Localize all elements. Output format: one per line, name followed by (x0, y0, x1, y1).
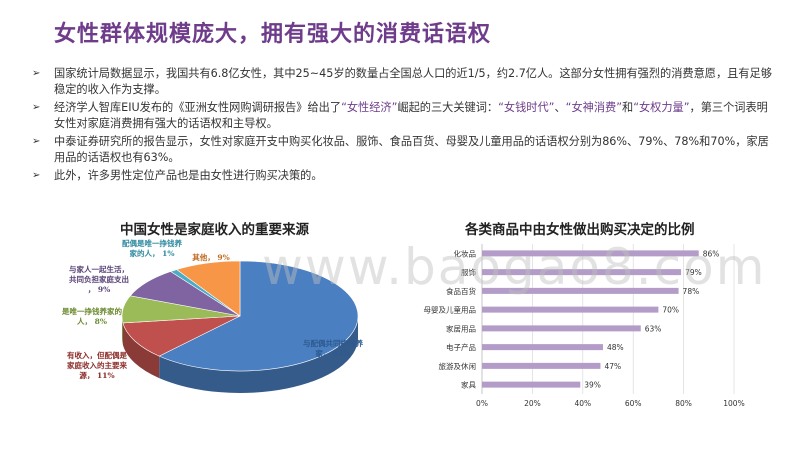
arrow-bullet-icon: ➢ (32, 102, 41, 113)
pie-data-label: 有收入，但配偶是家庭收入的主要来源， 11% (67, 350, 127, 380)
bullet-text: 、 (554, 101, 566, 114)
bar-value-label: 39% (584, 381, 601, 390)
pie-slice (122, 315, 241, 357)
pie-slice-side (122, 322, 160, 379)
bullet-text: 中泰证券研究所的报告显示，女性对家庭开支中购买化妆品、服饰、食品百货、母婴及儿童… (54, 135, 769, 164)
y-tick-label: 母婴及儿童用品 (424, 305, 477, 315)
bullet-text: 崛起的三大关键词： (397, 101, 499, 114)
bar-chart: 0% 20% 40% 60% 80% 100% 化妆品 86% 服饰 79% 食品百货 78% 母婴及儿… (424, 244, 745, 408)
x-tick-label: 60% (625, 399, 642, 408)
bar-chart-title: 各类商品中由女性做出购买决定的比例 (465, 222, 695, 238)
highlight-text: “女权力量” (633, 101, 690, 114)
arrow-bullet-icon: ➢ (32, 68, 41, 79)
bar (482, 381, 581, 388)
x-tick-label: 80% (675, 399, 692, 408)
bullet-item: ➢ 中泰证券研究所的报告显示，女性对家庭开支中购买化妆品、服饰、食品百货、母婴及… (32, 134, 777, 166)
bar (482, 306, 659, 313)
pie-data-label: 与配偶共同挣钱养家， 62% (303, 338, 363, 358)
slide-title: 女性群体规模庞大，拥有强大的消费话语权 (54, 22, 492, 47)
bullet-text: 国家统计局数据显示，我国共有6.8亿女性，其中25~45岁的数量占全国总人口的近… (54, 67, 772, 96)
bullet-text: 经济学人智库EIU发布的《亚洲女性网购调研报告》给出了 (54, 101, 342, 114)
bullet-item: ➢ 此外，许多男性定位产品也是由女性进行购买决策的。 (32, 168, 777, 184)
arrow-bullet-icon: ➢ (32, 136, 41, 147)
pie-chart: 与配偶共同挣钱养家， 62% 有收入，但配偶是家庭收入的主要来源， 11% 是唯一挣… (61, 238, 363, 393)
y-tick-label: 旅游及休闲 (439, 361, 477, 371)
bullet-list: ➢ 国家统计局数据显示，我国共有6.8亿女性，其中25~45岁的数量占全国总人口… (32, 66, 777, 186)
arrow-bullet-icon: ➢ (32, 170, 41, 181)
pie-data-label: 是唯一挣钱养家的人， 8% (61, 306, 122, 326)
bar-value-label: 63% (645, 324, 662, 333)
y-tick-label: 服饰 (461, 267, 476, 277)
pie-data-label: 其他， 9% (192, 252, 229, 262)
pie-chart-title: 中国女性是家庭收入的重要来源 (120, 222, 309, 238)
bullet-text: ，第三个词表明女性对家庭消费拥有强大的话语权和主导权。 (54, 101, 768, 130)
pie-slice-side (159, 316, 358, 393)
bar-value-label: 47% (604, 362, 621, 371)
pie-data-label: 配偶是唯一挣钱养家的人， 1% (122, 238, 182, 258)
x-tick-label: 100% (723, 399, 744, 408)
bar-value-label: 78% (683, 287, 700, 296)
x-tick-label: 20% (524, 399, 541, 408)
bar (482, 362, 601, 369)
bar-value-label: 48% (607, 343, 624, 352)
bar-value-label: 86% (703, 249, 720, 258)
bar (482, 269, 682, 276)
y-tick-label: 家具 (461, 380, 476, 390)
y-tick-label: 食品百货 (446, 286, 476, 296)
highlight-text: “女钱时代” (498, 101, 555, 114)
bullet-item: ➢ 国家统计局数据显示，我国共有6.8亿女性，其中25~45岁的数量占全国总人口… (32, 66, 777, 98)
bar (482, 325, 641, 332)
bullet-text: 此外，许多男性定位产品也是由女性进行购买决策的。 (54, 169, 323, 182)
highlight-text: “女性经济” (341, 101, 398, 114)
watermark: www.baogao8.com (262, 238, 767, 296)
pie-slice (176, 260, 241, 317)
y-tick-label: 家居用品 (446, 323, 476, 333)
x-tick-label: 0% (476, 399, 488, 408)
y-tick-label: 化妆品 (454, 248, 477, 258)
bar (482, 287, 679, 294)
pie-slice-side (122, 316, 123, 345)
bullet-item: ➢ 经济学人智库EIU发布的《亚洲女性网购调研报告》给出了“女性经济”崛起的三大… (32, 100, 777, 132)
bar-value-label: 79% (685, 268, 702, 277)
highlight-text: “女神消费” (565, 101, 622, 114)
x-tick-label: 40% (574, 399, 591, 408)
y-tick-label: 电子产品 (446, 342, 476, 352)
pie-data-label: 与家人一起生活，共同负担家庭支出， 9% (69, 264, 129, 294)
bar (482, 250, 699, 257)
bar (482, 344, 603, 351)
bar-value-label: 70% (662, 306, 679, 315)
bullet-text: 和 (622, 101, 634, 114)
pie-slice (158, 260, 359, 372)
